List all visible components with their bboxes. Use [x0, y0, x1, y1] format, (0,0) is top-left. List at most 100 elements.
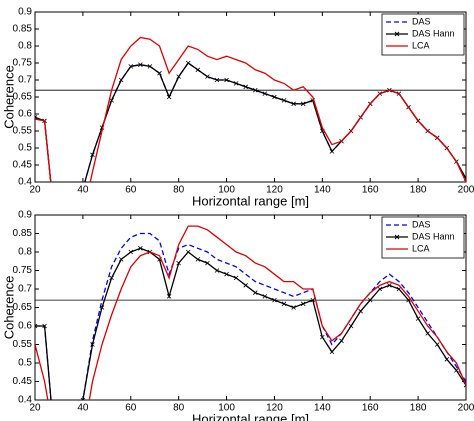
point-marker: [367, 297, 373, 303]
point-marker: [80, 397, 86, 400]
point-marker: [147, 64, 153, 69]
y-tick-label: 0.5: [18, 143, 32, 154]
point-marker: [329, 349, 335, 355]
point-marker: [339, 338, 344, 344]
chart: 0.4 0.45 0.5 0.55 0.6 0.65 0.7 0.75 0.8 0.85 0.9 20…: [1, 7, 474, 209]
x-tick-label: 20: [29, 403, 41, 414]
legend-label: DAS: [412, 219, 431, 229]
series-line: [35, 247, 466, 400]
y-tick-label: 0.85: [13, 228, 33, 239]
point-marker: [118, 77, 124, 83]
point-marker: [176, 260, 181, 266]
y-tick-label: 0.9: [18, 7, 32, 18]
point-marker: [444, 357, 450, 362]
point-marker: [214, 77, 220, 83]
legend-label: LCA: [412, 40, 430, 50]
y-tick-label: 0.7: [18, 75, 32, 86]
point-marker: [329, 149, 335, 154]
y-tick-label: 0.7: [18, 284, 32, 295]
y-tick-label: 0.6: [18, 321, 32, 332]
point-marker: [262, 294, 268, 299]
point-marker: [99, 305, 105, 310]
point-marker: [118, 257, 124, 262]
x-tick-label: 160: [362, 185, 379, 196]
point-marker: [253, 87, 258, 93]
series-line: [35, 232, 466, 400]
point-marker: [387, 283, 392, 288]
x-tick-label: 20: [29, 185, 41, 196]
point-marker: [166, 94, 172, 100]
x-tick-label: 120: [266, 185, 283, 196]
chart: 0.4 0.45 0.5 0.55 0.6 0.65 0.7 0.75 0.8 0.85 0.9 20…: [1, 210, 474, 421]
point-marker: [224, 271, 229, 277]
point-marker: [377, 286, 383, 292]
x-tick-label: 100: [218, 185, 235, 196]
x-tick-label: 40: [77, 185, 89, 196]
legend: DAS DAS Hann LCA: [381, 13, 465, 56]
y-tick-label: 0.9: [18, 210, 32, 221]
point-marker: [320, 334, 325, 340]
y-tick-label: 0.6: [18, 109, 32, 120]
point-marker: [281, 301, 287, 307]
x-axis-label: Horizontal range [m]: [192, 193, 309, 208]
x-tick-label: 80: [173, 403, 185, 414]
point-marker: [128, 249, 134, 255]
y-tick-label: 0.8: [18, 247, 32, 258]
y-tick-label: 0.65: [13, 302, 33, 313]
point-marker: [463, 382, 466, 388]
y-tick-label: 0.8: [18, 41, 32, 52]
point-marker: [176, 74, 181, 79]
point-marker: [128, 64, 134, 69]
x-tick-label: 140: [314, 185, 331, 196]
x-tick-label: 200: [458, 185, 474, 196]
plot-clip: [35, 36, 466, 182]
point-marker: [90, 342, 95, 347]
point-marker: [138, 246, 143, 251]
x-tick-label: 120: [266, 403, 283, 414]
point-marker: [272, 94, 277, 100]
point-marker: [109, 98, 114, 103]
legend-label: DAS Hann: [412, 231, 455, 241]
x-tick-label: 80: [173, 185, 185, 196]
point-marker: [291, 101, 296, 107]
point-marker: [166, 294, 172, 299]
point-marker: [253, 290, 258, 295]
y-tick-label: 0.75: [13, 265, 33, 276]
point-marker: [243, 283, 248, 288]
x-tick-label: 60: [125, 185, 137, 196]
point-marker: [195, 67, 201, 73]
legend-label: DAS Hann: [412, 28, 455, 38]
y-axis-label: Coherence: [1, 276, 16, 340]
point-marker: [262, 91, 268, 96]
y-tick-label: 0.55: [13, 126, 33, 137]
point-marker: [281, 98, 287, 103]
point-marker: [272, 297, 277, 303]
legend: DAS DAS Hann LCA: [381, 216, 465, 259]
x-tick-label: 140: [314, 403, 331, 414]
legend-label: LCA: [412, 243, 430, 253]
point-marker: [185, 60, 191, 66]
point-marker: [205, 260, 210, 266]
point-marker: [90, 152, 95, 158]
point-marker: [138, 62, 143, 67]
plot-clip: [35, 225, 466, 400]
y-tick-label: 0.85: [13, 24, 33, 35]
point-marker: [425, 331, 430, 336]
point-marker: [243, 84, 248, 90]
y-tick-label: 0.55: [13, 339, 33, 350]
y-tick-label: 0.45: [13, 376, 33, 387]
y-tick-label: 0.4: [18, 395, 32, 406]
x-tick-label: 60: [125, 403, 137, 414]
y-tick-label: 0.65: [13, 92, 33, 103]
x-tick-label: 180: [410, 403, 427, 414]
x-axis-label: Horizontal range [m]: [192, 411, 309, 421]
x-tick-label: 40: [77, 403, 89, 414]
point-marker: [310, 297, 316, 303]
y-tick-label: 0.4: [18, 177, 32, 188]
y-tick-label: 0.45: [13, 160, 33, 171]
point-marker: [35, 323, 38, 329]
point-marker: [434, 342, 440, 347]
point-marker: [233, 81, 239, 86]
series-line: [35, 36, 466, 182]
legend-marker: [394, 31, 400, 37]
